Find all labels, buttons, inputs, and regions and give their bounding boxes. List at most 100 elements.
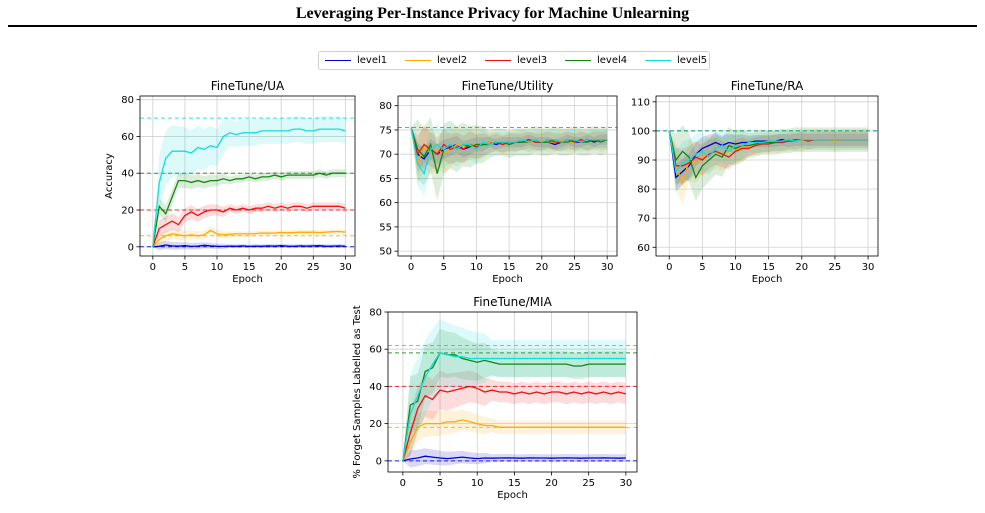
confidence-band-level5 [402, 319, 626, 461]
legend-item-level1: level1 [325, 53, 387, 69]
series-line-level5 [410, 127, 608, 176]
x-tick-label: 5 [182, 262, 188, 273]
legend-swatch [405, 59, 431, 61]
y-tick-label: 55 [379, 222, 392, 233]
y-tick-label: 80 [379, 101, 392, 112]
y-tick-label: 75 [379, 125, 392, 136]
x-tick-label: 20 [275, 262, 288, 273]
series-line-level2 [152, 229, 346, 248]
confidence-band-level1 [669, 130, 869, 191]
plot-frame [387, 311, 638, 473]
series-line-level5 [668, 130, 869, 174]
y-tick-label: 65 [379, 174, 392, 185]
confidence-band-level3 [411, 126, 608, 173]
x-tick-label: 0 [150, 262, 156, 273]
y-tick-label: 80 [121, 95, 134, 106]
plot-area [656, 125, 878, 205]
y-tick-label: 20 [369, 419, 382, 430]
x-tick-label: 20 [545, 478, 558, 489]
legend-swatch [645, 59, 671, 61]
legend-swatch [565, 59, 591, 61]
chart-panel-4: 0 5 10 15 20 25 30 0 20 40 60 80 FineTune/MIA Epoch % … [352, 295, 638, 501]
x-tick-label: 0 [408, 262, 414, 273]
confidence-band-level2 [152, 226, 346, 247]
legend-label: level3 [517, 55, 548, 66]
series-line-level5 [152, 128, 346, 247]
plot-frame [139, 95, 356, 257]
x-axis-label: Epoch [232, 274, 263, 285]
confidence-band-level5 [669, 129, 869, 194]
confidence-band-level4 [402, 328, 626, 461]
x-tick-label: 0 [400, 478, 406, 489]
x-tick-label: 25 [307, 262, 320, 273]
x-tick-label: 25 [568, 262, 581, 273]
page-title: Leveraging Per-Instance Privacy for Mach… [295, 5, 690, 22]
y-axis-label: % Forget Samples Labelled as Test [352, 305, 363, 478]
confidence-band-level2 [402, 409, 626, 461]
x-tick-label: 25 [829, 262, 842, 273]
confidence-band-level2 [669, 129, 869, 205]
y-tick-label: 70 [379, 150, 392, 161]
y-tick-label: 40 [369, 382, 382, 393]
y-tick-label: 0 [376, 456, 382, 467]
y-tick-label: 20 [121, 206, 134, 217]
x-tick-label: 15 [762, 262, 775, 273]
chart-legend: level1 level2 level3 level4 level5 [318, 51, 710, 70]
y-tick-label: 80 [637, 185, 650, 196]
legend-item-level3: level3 [485, 53, 547, 69]
x-tick-label: 0 [666, 262, 672, 273]
x-tick-label: 30 [601, 262, 614, 273]
y-tick-label: 90 [637, 156, 650, 167]
y-axis-label: Accuracy [104, 153, 115, 199]
plot-frame [655, 95, 879, 257]
confidence-band-level4 [411, 116, 608, 200]
legend-label: level4 [597, 55, 628, 66]
x-tick-label: 10 [211, 262, 224, 273]
legend-item-level4: level4 [565, 53, 627, 69]
confidence-band-level1 [152, 240, 346, 251]
x-tick-label: 15 [503, 262, 516, 273]
confidence-band-level4 [152, 169, 346, 247]
y-tick-label: 80 [369, 308, 382, 319]
x-tick-label: 10 [471, 478, 484, 489]
series-line-level2 [402, 419, 626, 462]
header-rule [8, 25, 977, 27]
y-tick-label: 60 [379, 198, 392, 209]
x-axis-label: Epoch [497, 490, 528, 501]
plot-area [398, 116, 617, 200]
x-tick-label: 10 [470, 262, 483, 273]
series-line-level1 [152, 244, 346, 248]
series-line-level3 [152, 205, 346, 248]
x-tick-label: 25 [582, 478, 595, 489]
series-line-level1 [402, 455, 626, 462]
y-tick-label: 70 [637, 214, 650, 225]
legend-item-level2: level2 [405, 53, 467, 69]
x-tick-label: 30 [339, 262, 352, 273]
x-tick-label: 15 [508, 478, 521, 489]
y-tick-label: 100 [631, 126, 650, 137]
legend-label: level2 [437, 55, 468, 66]
legend-swatch [485, 59, 511, 61]
y-tick-label: 110 [631, 97, 650, 108]
y-tick-label: 60 [369, 345, 382, 356]
x-tick-label: 30 [619, 478, 632, 489]
chart-panel-1: 0 5 10 15 20 25 30 0 20 40 60 80 FineTune/UA Epoch Acc… [104, 79, 356, 285]
chart-title: FineTune/RA [731, 79, 804, 93]
chart-title: FineTune/MIA [473, 295, 552, 309]
page-header: Leveraging Per-Instance Privacy for Mach… [0, 0, 985, 30]
x-tick-label: 15 [243, 262, 256, 273]
y-tick-label: 0 [128, 242, 134, 253]
series-line-level3 [402, 385, 627, 461]
y-tick-label: 60 [121, 132, 134, 143]
x-tick-label: 20 [795, 262, 808, 273]
plot-area [388, 319, 637, 468]
plot-area [140, 116, 355, 251]
legend-label: level1 [357, 55, 388, 66]
x-axis-label: Epoch [492, 274, 523, 285]
legend-swatch [325, 59, 351, 61]
series-line-level4 [152, 172, 346, 247]
y-tick-label: 60 [637, 243, 650, 254]
x-axis-label: Epoch [752, 274, 783, 285]
chart-title: FineTune/Utility [462, 79, 554, 93]
